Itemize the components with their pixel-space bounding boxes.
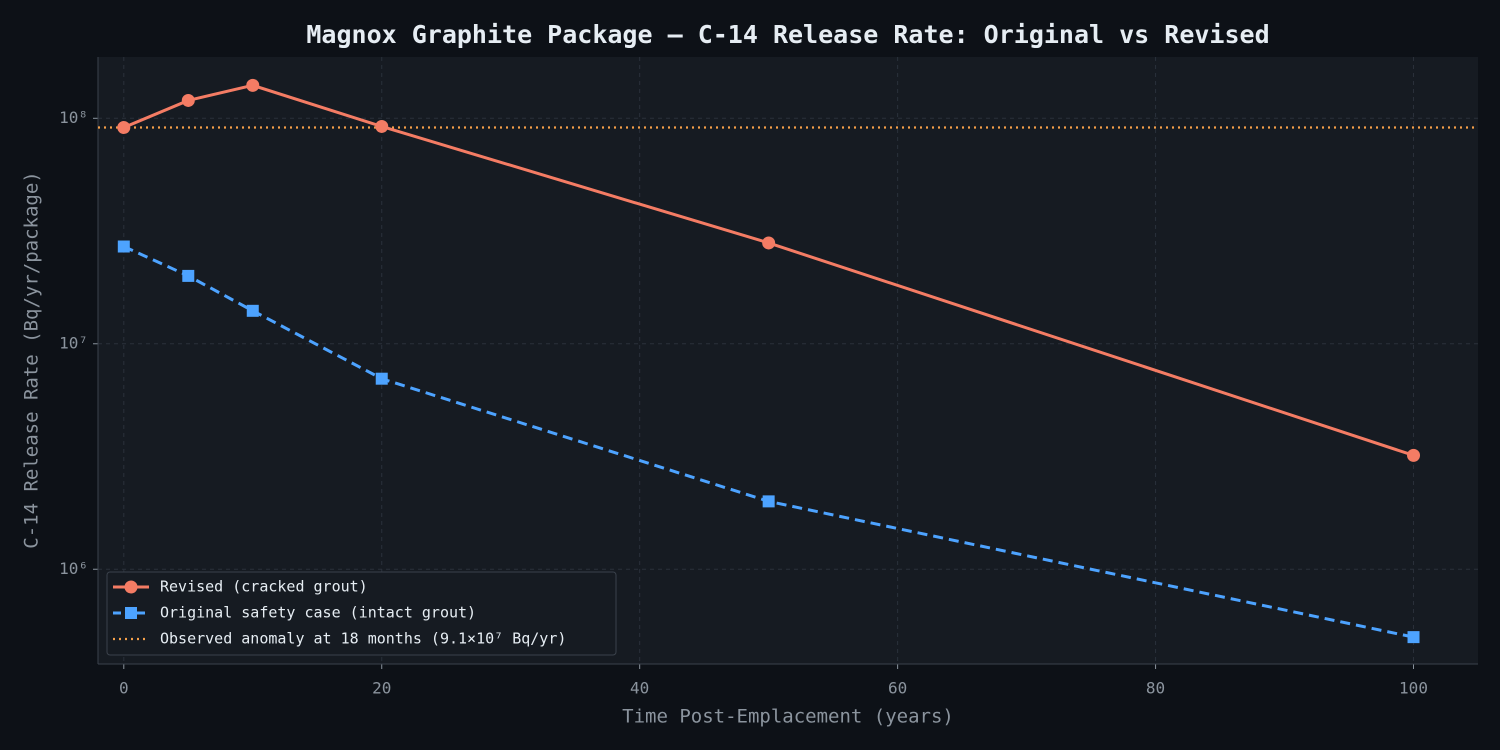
- x-tick-label: 40: [630, 679, 649, 698]
- data-point: [762, 495, 775, 508]
- data-point: [117, 121, 131, 135]
- x-tick-label: 20: [372, 679, 391, 698]
- legend: Revised (cracked grout) Original safety c…: [106, 571, 617, 656]
- x-tick-label: 0: [119, 679, 129, 698]
- series-line: [123, 245, 1414, 639]
- legend-label: Revised (cracked grout): [160, 578, 368, 596]
- legend-label: Original safety case (intact grout): [160, 604, 476, 622]
- y-tick-label: 10⁸: [59, 108, 88, 127]
- y-tick-label: 10⁶: [59, 559, 88, 578]
- x-axis-label: Time Post-Emplacement (years): [622, 706, 954, 728]
- legend-box: [106, 571, 617, 656]
- legend-marker: [125, 607, 137, 619]
- legend-label: Observed anomaly at 18 months (9.1×10⁷ B…: [160, 630, 566, 648]
- data-point: [1407, 448, 1421, 462]
- y-tick-label: 10⁷: [59, 333, 88, 352]
- data-point: [117, 240, 130, 253]
- x-tick-label: 80: [1146, 679, 1165, 698]
- plot-area: [98, 57, 1478, 664]
- series-line: [123, 83, 1414, 457]
- data-point: [182, 269, 195, 282]
- data-point: [246, 304, 259, 317]
- data-point: [1407, 631, 1420, 644]
- chart-title: Magnox Graphite Package — C-14 Release R…: [306, 20, 1269, 49]
- x-tick-label: 60: [888, 679, 907, 698]
- data-point: [762, 236, 776, 250]
- data-point: [181, 93, 195, 107]
- data-point: [246, 78, 260, 92]
- y-axis-label: C-14 Release Rate (Bq/yr/package): [21, 171, 43, 549]
- data-point: [375, 119, 389, 133]
- data-point: [375, 372, 388, 385]
- x-tick-label: 100: [1399, 679, 1428, 698]
- legend-marker: [124, 580, 138, 594]
